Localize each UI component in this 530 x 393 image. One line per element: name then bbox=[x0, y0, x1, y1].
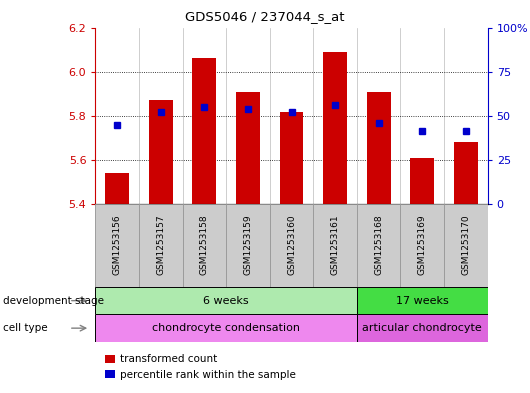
Text: GSM1253160: GSM1253160 bbox=[287, 214, 296, 275]
Bar bbox=[357, 287, 488, 314]
Bar bbox=[149, 101, 173, 204]
Bar bbox=[192, 59, 216, 204]
Bar bbox=[323, 52, 347, 204]
Text: chondrocyte condensation: chondrocyte condensation bbox=[152, 323, 300, 333]
Bar bbox=[105, 173, 129, 204]
Bar bbox=[357, 204, 401, 287]
Text: 6 weeks: 6 weeks bbox=[204, 296, 249, 306]
Bar bbox=[139, 204, 182, 287]
Text: GSM1253158: GSM1253158 bbox=[200, 214, 209, 275]
Text: GSM1253157: GSM1253157 bbox=[156, 214, 165, 275]
Text: development stage: development stage bbox=[3, 296, 104, 306]
Bar bbox=[454, 143, 478, 204]
Bar bbox=[410, 158, 434, 204]
Text: GSM1253161: GSM1253161 bbox=[331, 214, 340, 275]
Bar bbox=[182, 204, 226, 287]
Text: GSM1253168: GSM1253168 bbox=[374, 214, 383, 275]
Text: GSM1253169: GSM1253169 bbox=[418, 214, 427, 275]
Text: GSM1253170: GSM1253170 bbox=[461, 214, 470, 275]
Bar bbox=[367, 92, 391, 204]
Text: cell type: cell type bbox=[3, 323, 47, 333]
Bar bbox=[95, 287, 357, 314]
Bar bbox=[279, 112, 304, 204]
Text: articular chondrocyte: articular chondrocyte bbox=[363, 323, 482, 333]
Bar bbox=[226, 204, 270, 287]
Bar bbox=[95, 314, 357, 342]
Bar bbox=[444, 204, 488, 287]
Text: GSM1253156: GSM1253156 bbox=[113, 214, 122, 275]
Bar bbox=[357, 314, 488, 342]
Text: GDS5046 / 237044_s_at: GDS5046 / 237044_s_at bbox=[186, 10, 344, 23]
Bar bbox=[401, 204, 444, 287]
Text: 17 weeks: 17 weeks bbox=[396, 296, 448, 306]
Legend: transformed count, percentile rank within the sample: transformed count, percentile rank withi… bbox=[101, 350, 301, 384]
Text: GSM1253159: GSM1253159 bbox=[243, 214, 252, 275]
Bar bbox=[236, 92, 260, 204]
Bar bbox=[313, 204, 357, 287]
Bar bbox=[270, 204, 313, 287]
Bar bbox=[95, 204, 139, 287]
